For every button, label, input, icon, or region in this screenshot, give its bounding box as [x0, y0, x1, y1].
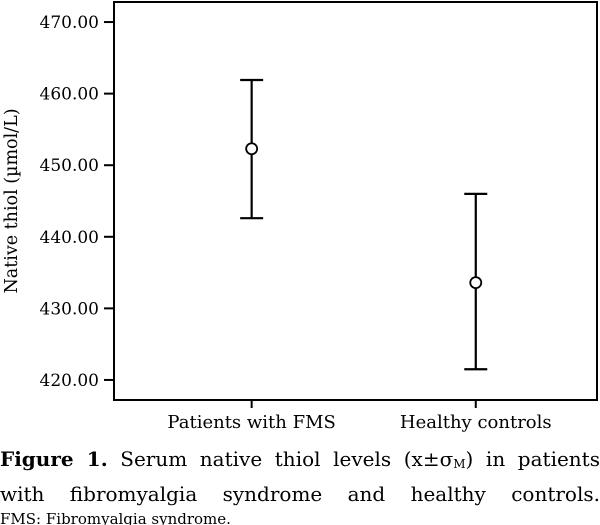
mean-marker [245, 142, 259, 156]
sigma-subscript: M [453, 457, 466, 471]
y-tick-label: 430.00 [40, 299, 99, 319]
mean-marker [469, 276, 483, 290]
figure-caption: Figure 1. Serum native thiol levels (x±σ… [0, 444, 600, 509]
errorbar-healthy-controls [464, 192, 488, 371]
caption-text-start: Serum native thiol levels (x±σ [120, 447, 454, 471]
y-tick-label: 440.00 [40, 228, 99, 248]
caption-line-2: with fibromyalgia syndrome and healthy c… [0, 482, 600, 506]
x-tick-label-healthy-controls: Healthy controls [400, 412, 552, 433]
y-tick-label: 420.00 [40, 371, 99, 391]
caption-footnote: FMS: Fibromyalgia syndrome. [0, 510, 231, 525]
y-tick-label: 460.00 [40, 85, 99, 105]
caption-line-1: Figure 1. Serum native thiol levels (x±σ… [0, 444, 600, 479]
figure-label: Figure 1. [0, 447, 108, 471]
y-axis-title: Native thiol (µmol/L) [2, 108, 22, 293]
errorbar-patients-with-fms [240, 78, 264, 220]
plot-frame [113, 1, 598, 401]
y-tick-label: 470.00 [40, 13, 99, 33]
caption-text-end: ) in patients [465, 447, 600, 471]
x-tick-label-patients-with-fms: Patients with FMS [167, 412, 335, 433]
y-tick-label: 450.00 [40, 156, 99, 176]
errorbar-chart: 470.00 460.00 450.00 440.00 430.00 420.00 Nati… [2, 1, 598, 433]
